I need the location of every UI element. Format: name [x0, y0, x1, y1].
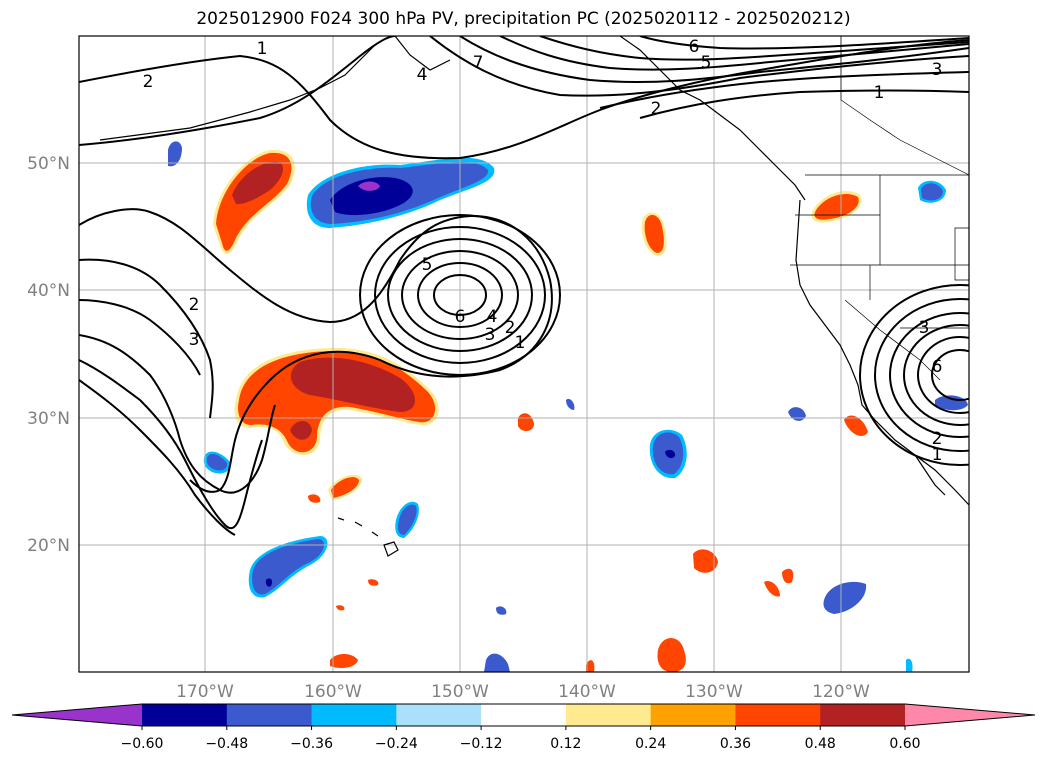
lat-label-40n: 40°N	[27, 281, 70, 301]
colorbar-segment	[735, 704, 821, 726]
precip-blob-negative	[398, 504, 417, 535]
colorbar-segment	[820, 704, 906, 726]
political-borders	[790, 36, 969, 381]
precip-blob-negative	[906, 658, 913, 672]
lat-label-30n: 30°N	[27, 409, 70, 429]
contour-label: 4	[417, 65, 428, 85]
lon-label-160w: 160°W	[304, 682, 362, 702]
lon-label-150w: 150°W	[431, 682, 489, 702]
latitude-labels: 50°N 40°N 30°N 20°N	[27, 154, 70, 556]
colorbar-tick-label: 0.24	[635, 736, 666, 752]
figure-title: 2025012900 F024 300 hPa PV, precipitatio…	[196, 9, 851, 29]
colorbar-tick-label: 0.60	[889, 736, 920, 752]
precip-blob-negative	[484, 653, 510, 672]
contour-label: 3	[919, 318, 930, 338]
map-background	[79, 36, 969, 672]
precip-blob-negative	[358, 181, 380, 191]
colorbar-segment	[396, 704, 482, 726]
contour-label: 2	[651, 99, 662, 119]
contour-label: 6	[689, 37, 700, 57]
colorbar-segment	[142, 704, 228, 726]
pv-contours	[79, 36, 969, 536]
pv-contour-labels: 1 2 7 4 6 5 2 3 1 2 3 5 6 4 3 2 1 3 6 2 …	[143, 37, 943, 465]
contour-label: 6	[455, 307, 466, 327]
contour-label: 1	[874, 83, 885, 103]
colorbar: −0.60 −0.48 −0.36 −0.24 −0.12 0.12 0.24 0.36 0.4…	[11, 703, 1036, 752]
colorbar-tick-label: 0.48	[805, 736, 836, 752]
colorbar-segment	[650, 704, 736, 726]
colorbar-tick-label: 0.36	[720, 736, 751, 752]
contour-label: 7	[473, 53, 484, 73]
lon-label-140w: 140°W	[558, 682, 616, 702]
precip-blob-positive	[657, 638, 686, 672]
precip-blob-positive	[644, 214, 664, 253]
colorbar-segment	[481, 704, 567, 726]
contour-label: 1	[515, 333, 526, 353]
precip-blob-negative	[496, 606, 507, 615]
precip-blob-negative	[265, 578, 273, 587]
precip-blob-positive	[290, 357, 415, 412]
precip-blob-positive	[330, 654, 358, 668]
precip-blob-positive	[336, 605, 345, 611]
contour-label: 1	[257, 39, 268, 59]
colorbar-segment	[311, 704, 397, 726]
precip-blob-negative	[206, 453, 228, 471]
lat-label-20n: 20°N	[27, 536, 70, 556]
map-frame	[78, 35, 970, 673]
contour-label: 4	[487, 307, 498, 327]
colorbar-tick-label: −0.36	[290, 736, 333, 752]
precip-blob-positive	[308, 494, 321, 503]
colorbar-extend-low	[12, 704, 142, 726]
lon-label-120w: 120°W	[812, 682, 870, 702]
contour-label: 5	[422, 255, 433, 275]
contour-label: 2	[505, 318, 516, 338]
lon-label-170w: 170°W	[176, 682, 234, 702]
colorbar-tick-label: −0.12	[460, 736, 503, 752]
contour-label: 1	[932, 445, 943, 465]
longitude-labels: 170°W 160°W 150°W 140°W 130°W 120°W	[176, 682, 870, 702]
contour-label: 3	[932, 60, 943, 80]
precip-blob-positive	[586, 660, 595, 672]
precip-blob-positive	[232, 161, 284, 205]
precip-blob-positive	[331, 477, 359, 498]
precip-blob-negative	[330, 177, 413, 216]
colorbar-tick-label: −0.24	[375, 736, 418, 752]
precip-fields	[168, 141, 968, 672]
precip-blob-positive	[844, 415, 868, 436]
lat-label-50n: 50°N	[27, 154, 70, 174]
colorbar-tick-label: −0.60	[121, 736, 164, 752]
contour-label: 3	[485, 325, 496, 345]
precip-blob-negative	[788, 407, 806, 421]
precip-blob-negative	[921, 183, 943, 201]
graticule	[79, 36, 969, 672]
precip-blob-positive	[290, 421, 312, 440]
precip-blob-negative	[823, 581, 867, 614]
precip-blob-negative	[566, 398, 575, 410]
precip-blob-negative	[665, 449, 676, 459]
colorbar-segment	[565, 704, 652, 726]
contour-label: 5	[701, 53, 712, 73]
colorbar-extend-high	[905, 704, 1035, 726]
precip-blob-positive	[693, 549, 718, 573]
contour-label: 3	[189, 330, 200, 350]
contour-label: 2	[932, 429, 943, 449]
contour-label: 6	[932, 357, 943, 377]
colorbar-tick-label: −0.48	[205, 736, 248, 752]
colorbar-segment	[226, 704, 313, 726]
precip-blob-positive	[814, 193, 859, 220]
precip-blob-negative	[168, 141, 182, 167]
colorbar-tick-label: 0.12	[550, 736, 581, 752]
contour-label: 2	[143, 72, 154, 92]
precip-blob-positive	[782, 568, 794, 584]
lon-label-130w: 130°W	[685, 682, 743, 702]
contour-label: 2	[189, 295, 200, 315]
coastlines	[99, 36, 969, 557]
precip-blob-positive	[368, 579, 379, 586]
precip-blob-positive	[764, 580, 780, 597]
